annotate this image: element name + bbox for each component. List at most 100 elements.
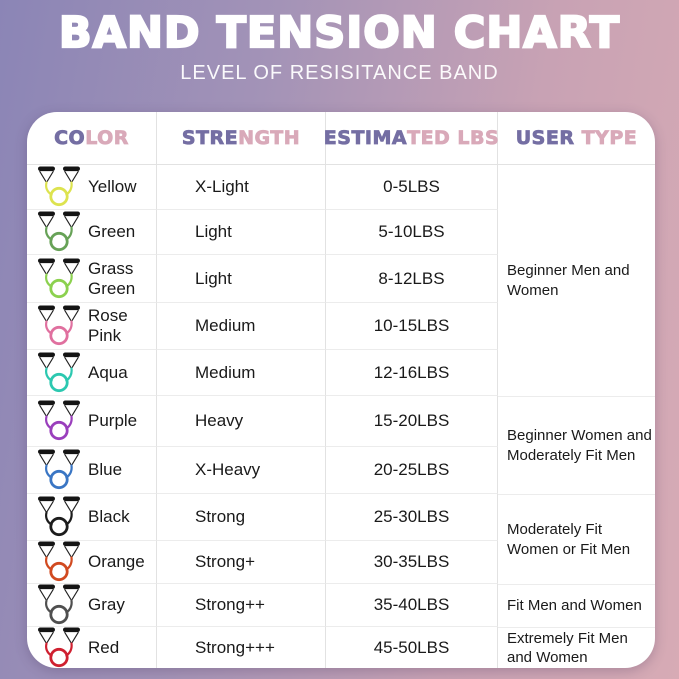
strength-cell: Medium: [157, 350, 326, 396]
lbs-label: 20-25LBS: [373, 460, 450, 479]
strength-label: X-Light: [195, 177, 249, 196]
user-type-group: Extremely Fit Men and Women: [498, 627, 655, 668]
strength-cell: Light: [157, 255, 326, 303]
user-type-label: Beginner Men and Women: [507, 262, 630, 299]
resistance-band-icon: [37, 584, 81, 626]
color-cell: Blue: [27, 447, 157, 494]
chart-card: CO LOR STRE NGTH ESTIMA TED LBS USER TYPE Y…: [27, 112, 655, 668]
resistance-band-icon: [37, 305, 81, 347]
header-text: LOR: [85, 127, 129, 150]
lbs-label: 25-30LBS: [373, 507, 450, 526]
table-row: Purple Heavy 15-20LBS: [27, 396, 655, 447]
strength-label: Strong++: [195, 595, 265, 614]
strength-cell: Strong: [157, 494, 326, 541]
band-color-label: Rose Pink: [88, 306, 128, 345]
page-header: BAND TENSION CHART LEVEL OF RESISITANCE …: [0, 8, 679, 85]
column-header-estimated-lbs: ESTIMA TED LBS: [323, 112, 500, 164]
header-text: TYPE: [574, 127, 638, 150]
band-color-label: Blue: [88, 460, 123, 480]
lbs-cell: 8-12LBS: [326, 255, 498, 303]
color-cell: Rose Pink: [27, 303, 157, 350]
color-cell: Aqua: [27, 350, 157, 396]
lbs-cell: 15-20LBS: [326, 396, 498, 447]
strength-label: X-Heavy: [195, 460, 261, 479]
strength-cell: X-Heavy: [157, 447, 326, 494]
lbs-cell: 0-5LBS: [326, 165, 498, 210]
lbs-label: 45-50LBS: [373, 637, 450, 657]
user-type-label: Extremely Fit Men and Women: [507, 629, 628, 667]
color-cell: Orange: [27, 541, 157, 584]
table-row: Aqua Medium 12-16LBS: [27, 350, 655, 396]
band-color-label: Yellow: [88, 177, 137, 197]
resistance-band-icon: [37, 496, 81, 538]
lbs-label: 0-5LBS: [383, 177, 440, 196]
user-type-group: Beginner Women and Moderately Fit Men: [498, 396, 655, 494]
resistance-band-icon: [37, 211, 81, 253]
band-color-label: Gray: [88, 595, 125, 615]
resistance-band-icon: [37, 449, 81, 491]
header-text: STRE: [181, 127, 239, 150]
lbs-label: 15-20LBS: [373, 411, 450, 430]
strength-cell: X-Light: [157, 165, 326, 210]
strength-label: Strong+: [195, 552, 256, 571]
band-color-label: Aqua: [88, 362, 128, 382]
lbs-cell: 20-25LBS: [326, 447, 498, 494]
color-cell: Green: [27, 210, 157, 255]
lbs-cell: 12-16LBS: [326, 350, 498, 396]
header-text: USER: [515, 127, 575, 150]
lbs-label: 5-10LBS: [378, 222, 445, 241]
table-row: Red Strong+++ 45-50LBS: [27, 627, 655, 668]
table-row: Green Light 5-10LBS: [27, 210, 655, 255]
color-cell: Gray: [27, 584, 157, 627]
strength-cell: Medium: [157, 303, 326, 350]
lbs-label: 12-16LBS: [373, 362, 450, 382]
color-cell: Purple: [27, 396, 157, 447]
color-cell: Red: [27, 627, 157, 668]
resistance-band-icon: [37, 400, 81, 442]
header-text: NGTH: [238, 127, 301, 150]
resistance-band-icon: [37, 166, 81, 208]
lbs-label: 35-40LBS: [373, 595, 450, 614]
strength-cell: Strong+: [157, 541, 326, 584]
page-subtitle: LEVEL OF RESISITANCE BAND: [180, 62, 499, 85]
resistance-band-icon: [37, 541, 81, 583]
band-color-label: Purple: [88, 411, 138, 431]
header-text: CO: [54, 127, 86, 150]
user-type-label: Fit Men and Women: [507, 597, 642, 615]
band-color-label: Grass Green: [88, 258, 136, 298]
user-type-group: Beginner Men and Women: [498, 165, 655, 396]
lbs-cell: 35-40LBS: [326, 584, 498, 627]
lbs-label: 30-35LBS: [373, 552, 450, 571]
resistance-band-icon: [37, 627, 81, 669]
strength-label: Light: [195, 222, 232, 241]
color-cell: Black: [27, 494, 157, 541]
strength-cell: Strong+++: [157, 627, 326, 668]
resistance-band-icon: [37, 258, 81, 300]
header-text: ESTIMA: [323, 127, 408, 150]
column-header-user-type: USER TYPE: [498, 112, 655, 164]
usertype-column: Beginner Men and Women Beginner Women and…: [498, 165, 655, 668]
strength-cell: Heavy: [157, 396, 326, 447]
lbs-cell: 30-35LBS: [326, 541, 498, 584]
lbs-cell: 25-30LBS: [326, 494, 498, 541]
table-body: Yellow X-Light 0-5LBS Green Light 5-10LBS Gras…: [27, 165, 655, 668]
strength-label: Medium: [195, 362, 256, 382]
table-row: Rose Pink Medium 10-15LBS: [27, 303, 655, 350]
lbs-label: 10-15LBS: [373, 316, 450, 335]
table-row: Grass Green Light 8-12LBS: [27, 255, 655, 303]
header-text: TED LBS: [407, 127, 500, 150]
strength-label: Strong: [195, 507, 246, 526]
table-row: Blue X-Heavy 20-25LBS: [27, 447, 655, 494]
color-cell: Yellow: [27, 165, 157, 210]
user-type-group: Fit Men and Women: [498, 584, 655, 627]
strength-cell: Light: [157, 210, 326, 255]
column-header-color: CO LOR: [27, 112, 157, 164]
lbs-cell: 5-10LBS: [326, 210, 498, 255]
band-color-label: Red: [88, 637, 120, 657]
page-title: BAND TENSION CHART: [58, 8, 621, 58]
lbs-label: 8-12LBS: [378, 268, 445, 288]
strength-label: Medium: [195, 316, 256, 335]
user-type-label: Beginner Women and Moderately Fit Men: [507, 427, 652, 464]
table-header-row: CO LOR STRE NGTH ESTIMA TED LBS USER TYPE: [27, 112, 655, 165]
